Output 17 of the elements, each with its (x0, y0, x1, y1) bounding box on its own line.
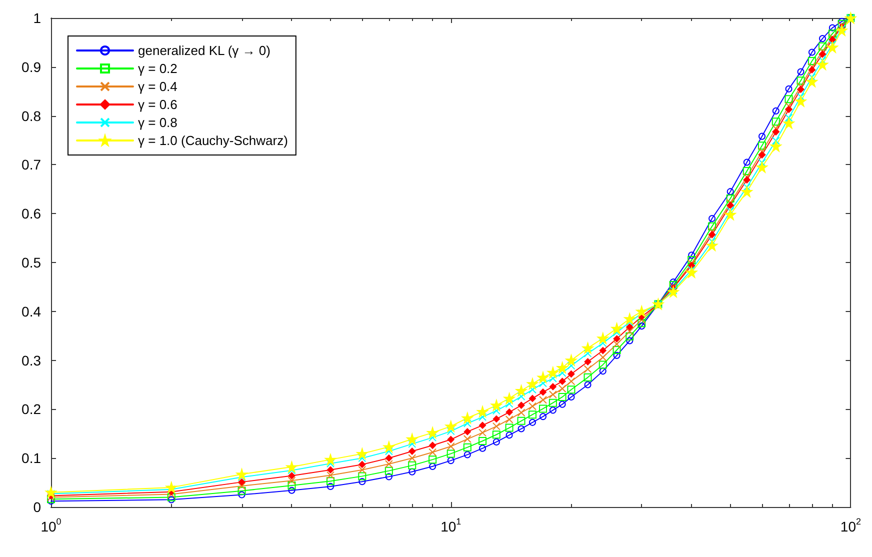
y-tick-label: 0.4 (22, 303, 42, 320)
y-tick-label: 0 (33, 499, 42, 515)
legend-label: γ = 0.8 (138, 115, 178, 130)
y-tick-label: 0.5 (22, 254, 42, 270)
y-tick-label: 0.7 (22, 156, 42, 173)
y-tick-label: 0.8 (22, 108, 42, 124)
y-tick-label: 0.9 (22, 58, 42, 75)
legend-label: γ = 0.2 (138, 61, 178, 76)
y-tick-label: 0.2 (22, 401, 42, 418)
y-tick-label: 0.1 (22, 450, 42, 466)
legend-label: generalized KL (γ → 0) (138, 43, 270, 58)
y-tick-label: 1 (33, 10, 42, 26)
legend-label: γ = 1.0 (Cauchy-Schwarz) (138, 133, 288, 148)
legend-label: γ = 0.4 (138, 79, 178, 94)
legend-label: γ = 0.6 (138, 97, 178, 112)
y-tick-label: 0.3 (22, 352, 42, 368)
y-tick-label: 0.6 (22, 206, 42, 222)
